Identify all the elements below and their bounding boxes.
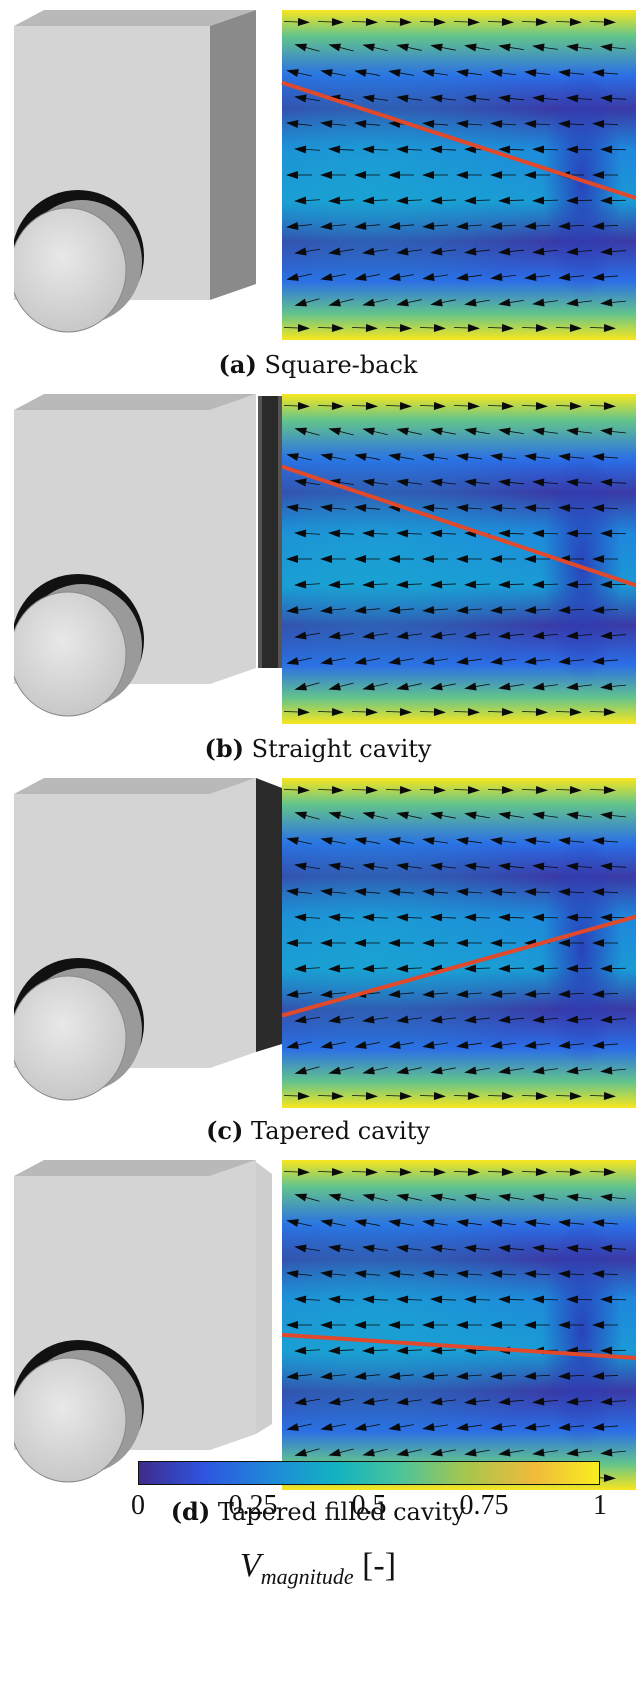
colorbar [138, 1461, 600, 1485]
colorbar-tick-025: 0.25 [228, 1490, 278, 1521]
caption-a-letter: (a) [218, 350, 257, 379]
caption-b-letter: (b) [204, 734, 245, 763]
velocity-field [282, 778, 636, 1108]
caption-d-letter: (d) [170, 1497, 211, 1526]
flow-figure-b [0, 394, 636, 724]
caption-b: (b) Straight cavity [0, 734, 636, 764]
panel-tapered-cavity [0, 768, 636, 1108]
caption-a-title: Square-back [264, 351, 418, 379]
colorbar-tick-1: 1 [593, 1490, 607, 1521]
red-line [281, 914, 636, 1018]
colorbar-label-main: V [239, 1547, 261, 1584]
velocity-arrows [283, 786, 627, 1100]
red-line [281, 464, 636, 588]
caption-c-letter: (c) [206, 1116, 244, 1145]
velocity-arrows [283, 402, 627, 716]
wheel [0, 1330, 144, 1490]
caption-d-title: Tapered filled cavity [217, 1498, 466, 1526]
panel-square-back [0, 0, 636, 340]
colorbar-tick-05: 0.5 [351, 1490, 387, 1521]
caption-d: (d) Tapered filled cavity [0, 1497, 636, 1527]
flow-figure-c [0, 778, 636, 1108]
colorbar-label: Vmagnitude [-] [0, 1547, 636, 1590]
flow-figure-a [0, 10, 636, 340]
wheel [0, 564, 144, 724]
caption-a: (a) Square-back [0, 350, 636, 380]
caption-c: (c) Tapered cavity [0, 1116, 636, 1146]
caption-c-title: Tapered cavity [251, 1117, 430, 1145]
wheel [0, 948, 144, 1108]
red-line [281, 80, 636, 201]
velocity-arrows [283, 18, 627, 332]
flow-figure-d [0, 1160, 636, 1490]
red-line [281, 1332, 636, 1360]
colorbar-label-sub: magnitude [260, 1563, 354, 1589]
colorbar-label-unit: [-] [362, 1547, 397, 1584]
panel-tapered-filled-cavity [0, 1150, 636, 1490]
colorbar-tick-075: 0.75 [459, 1490, 509, 1521]
colorbar-tick-0: 0 [131, 1490, 145, 1521]
panel-straight-cavity [0, 384, 636, 724]
wheel [0, 180, 144, 340]
caption-b-title: Straight cavity [251, 735, 432, 763]
